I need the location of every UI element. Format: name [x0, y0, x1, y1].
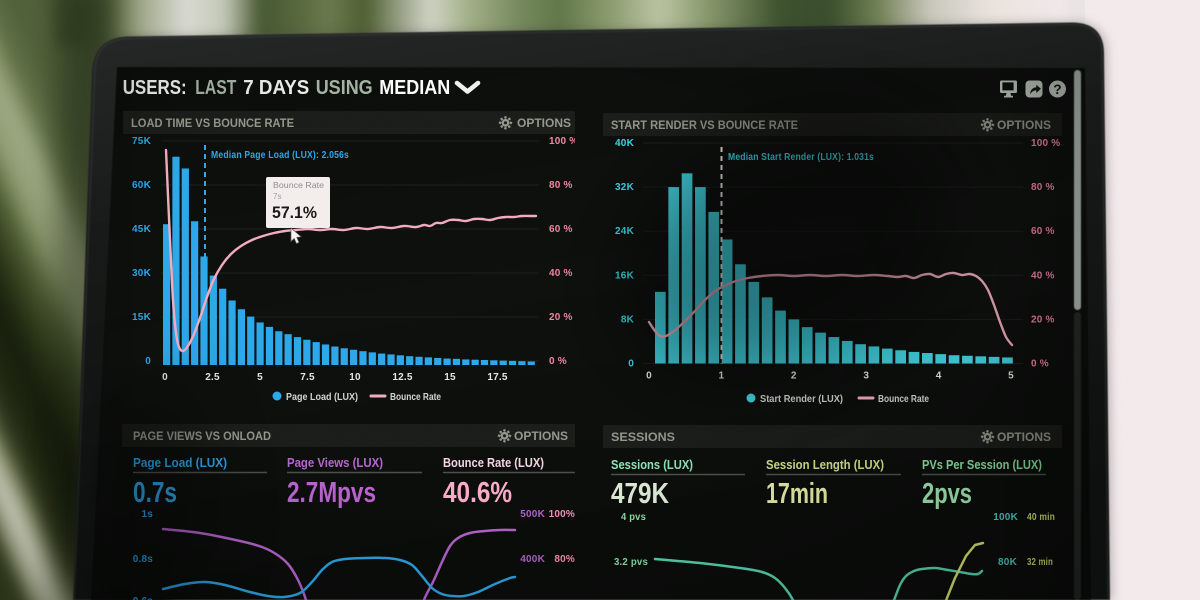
- svg-text:0: 0: [628, 359, 634, 370]
- svg-text:40 %: 40 %: [1031, 270, 1055, 281]
- svg-text:60 %: 60 %: [1031, 226, 1055, 237]
- svg-text:40 %: 40 %: [549, 268, 573, 279]
- svg-text:OPTIONS: OPTIONS: [517, 118, 571, 130]
- svg-text:0: 0: [145, 356, 151, 367]
- svg-text:LAST: LAST: [195, 77, 236, 99]
- svg-text:75K: 75K: [132, 136, 152, 147]
- svg-text:17.5: 17.5: [487, 372, 508, 383]
- svg-text:100 %: 100 %: [1031, 138, 1060, 149]
- svg-text:2pvs: 2pvs: [922, 478, 972, 510]
- svg-text:Session Length (LUX): Session Length (LUX): [766, 458, 884, 472]
- svg-text:Page Load (LUX): Page Load (LUX): [286, 392, 358, 403]
- svg-text:0 %: 0 %: [1031, 359, 1049, 370]
- svg-text:1s: 1s: [141, 509, 153, 520]
- svg-text:Bounce Rate (LUX): Bounce Rate (LUX): [443, 456, 544, 470]
- svg-text:1: 1: [719, 371, 725, 382]
- svg-text:OPTIONS: OPTIONS: [997, 432, 1051, 444]
- svg-text:20 %: 20 %: [1031, 314, 1055, 325]
- svg-text:?: ?: [1053, 82, 1061, 97]
- svg-text:32 min: 32 min: [1027, 557, 1053, 568]
- svg-text:7.5: 7.5: [300, 372, 315, 383]
- svg-text:3.2 pvs: 3.2 pvs: [614, 557, 648, 568]
- svg-text:2.7Mpvs: 2.7Mpvs: [287, 477, 376, 509]
- svg-text:60K: 60K: [132, 180, 152, 191]
- svg-text:16K: 16K: [615, 270, 635, 281]
- svg-text:500K: 500K: [520, 509, 545, 520]
- svg-text:4: 4: [936, 371, 942, 382]
- svg-text:0: 0: [646, 371, 652, 382]
- svg-text:MEDIAN: MEDIAN: [379, 77, 450, 99]
- svg-text:Median Start Render (LUX): 1.0: Median Start Render (LUX): 1.031s: [728, 152, 874, 163]
- svg-text:57.1%: 57.1%: [272, 204, 317, 222]
- svg-text:Page Views (LUX): Page Views (LUX): [287, 456, 383, 470]
- svg-text:32K: 32K: [615, 182, 635, 193]
- svg-text:0.6s: 0.6s: [133, 596, 154, 600]
- svg-text:3: 3: [863, 371, 869, 382]
- svg-text:Bounce Rate: Bounce Rate: [390, 392, 441, 403]
- svg-text:80%: 80%: [554, 554, 575, 565]
- svg-text:10: 10: [349, 372, 361, 383]
- svg-text:5: 5: [1008, 371, 1014, 382]
- svg-text:80 %: 80 %: [549, 180, 573, 191]
- svg-text:24K: 24K: [615, 226, 635, 237]
- svg-text:PVs Per Session (LUX): PVs Per Session (LUX): [922, 458, 1042, 472]
- svg-text:2: 2: [791, 371, 797, 382]
- svg-text:40 min: 40 min: [1027, 512, 1055, 523]
- svg-text:2.5: 2.5: [205, 372, 220, 383]
- svg-text:40K: 40K: [615, 138, 635, 149]
- svg-text:7 DAYS: 7 DAYS: [243, 77, 309, 99]
- svg-text:LOAD TIME VS BOUNCE RATE: LOAD TIME VS BOUNCE RATE: [131, 118, 294, 130]
- svg-text:0.7s: 0.7s: [133, 477, 177, 509]
- svg-text:80K: 80K: [998, 557, 1018, 568]
- svg-text:17min: 17min: [766, 478, 828, 510]
- svg-text:0: 0: [162, 372, 168, 383]
- svg-text:60 %: 60 %: [549, 224, 573, 235]
- svg-text:Page Load (LUX): Page Load (LUX): [133, 456, 227, 470]
- svg-text:100%: 100%: [549, 509, 575, 520]
- svg-text:20 %: 20 %: [549, 312, 573, 323]
- svg-text:Median Page Load (LUX): 2.056s: Median Page Load (LUX): 2.056s: [211, 150, 349, 161]
- svg-text:USERS:: USERS:: [123, 77, 187, 99]
- svg-text:0.8s: 0.8s: [133, 554, 154, 565]
- svg-text:Start Render (LUX): Start Render (LUX): [760, 394, 843, 405]
- svg-text:0 %: 0 %: [549, 356, 567, 367]
- svg-text:8K: 8K: [621, 314, 635, 325]
- svg-text:USING: USING: [316, 77, 373, 99]
- svg-text:5: 5: [257, 372, 263, 383]
- svg-text:100K: 100K: [993, 512, 1018, 523]
- svg-text:479K: 479K: [611, 478, 669, 510]
- svg-text:100 %: 100 %: [549, 136, 575, 147]
- svg-text:PAGE VIEWS VS ONLOAD: PAGE VIEWS VS ONLOAD: [133, 431, 271, 443]
- svg-text:Bounce Rate: Bounce Rate: [878, 394, 929, 405]
- svg-text:Bounce Rate: Bounce Rate: [273, 180, 324, 190]
- svg-text:15: 15: [444, 372, 456, 383]
- svg-text:SESSIONS: SESSIONS: [611, 432, 675, 444]
- svg-text:15K: 15K: [132, 312, 152, 323]
- svg-text:START RENDER VS BOUNCE RATE: START RENDER VS BOUNCE RATE: [611, 120, 798, 132]
- svg-text:80 %: 80 %: [1031, 182, 1055, 193]
- svg-text:30K: 30K: [132, 268, 152, 279]
- svg-text:OPTIONS: OPTIONS: [514, 431, 568, 443]
- svg-text:40.6%: 40.6%: [443, 477, 512, 509]
- svg-text:Sessions (LUX): Sessions (LUX): [611, 458, 693, 472]
- svg-text:12.5: 12.5: [392, 372, 413, 383]
- svg-text:45K: 45K: [132, 224, 152, 235]
- svg-text:7s: 7s: [273, 192, 281, 201]
- svg-text:4 pvs: 4 pvs: [621, 512, 646, 523]
- svg-text:400K: 400K: [520, 554, 545, 565]
- svg-text:OPTIONS: OPTIONS: [997, 120, 1051, 132]
